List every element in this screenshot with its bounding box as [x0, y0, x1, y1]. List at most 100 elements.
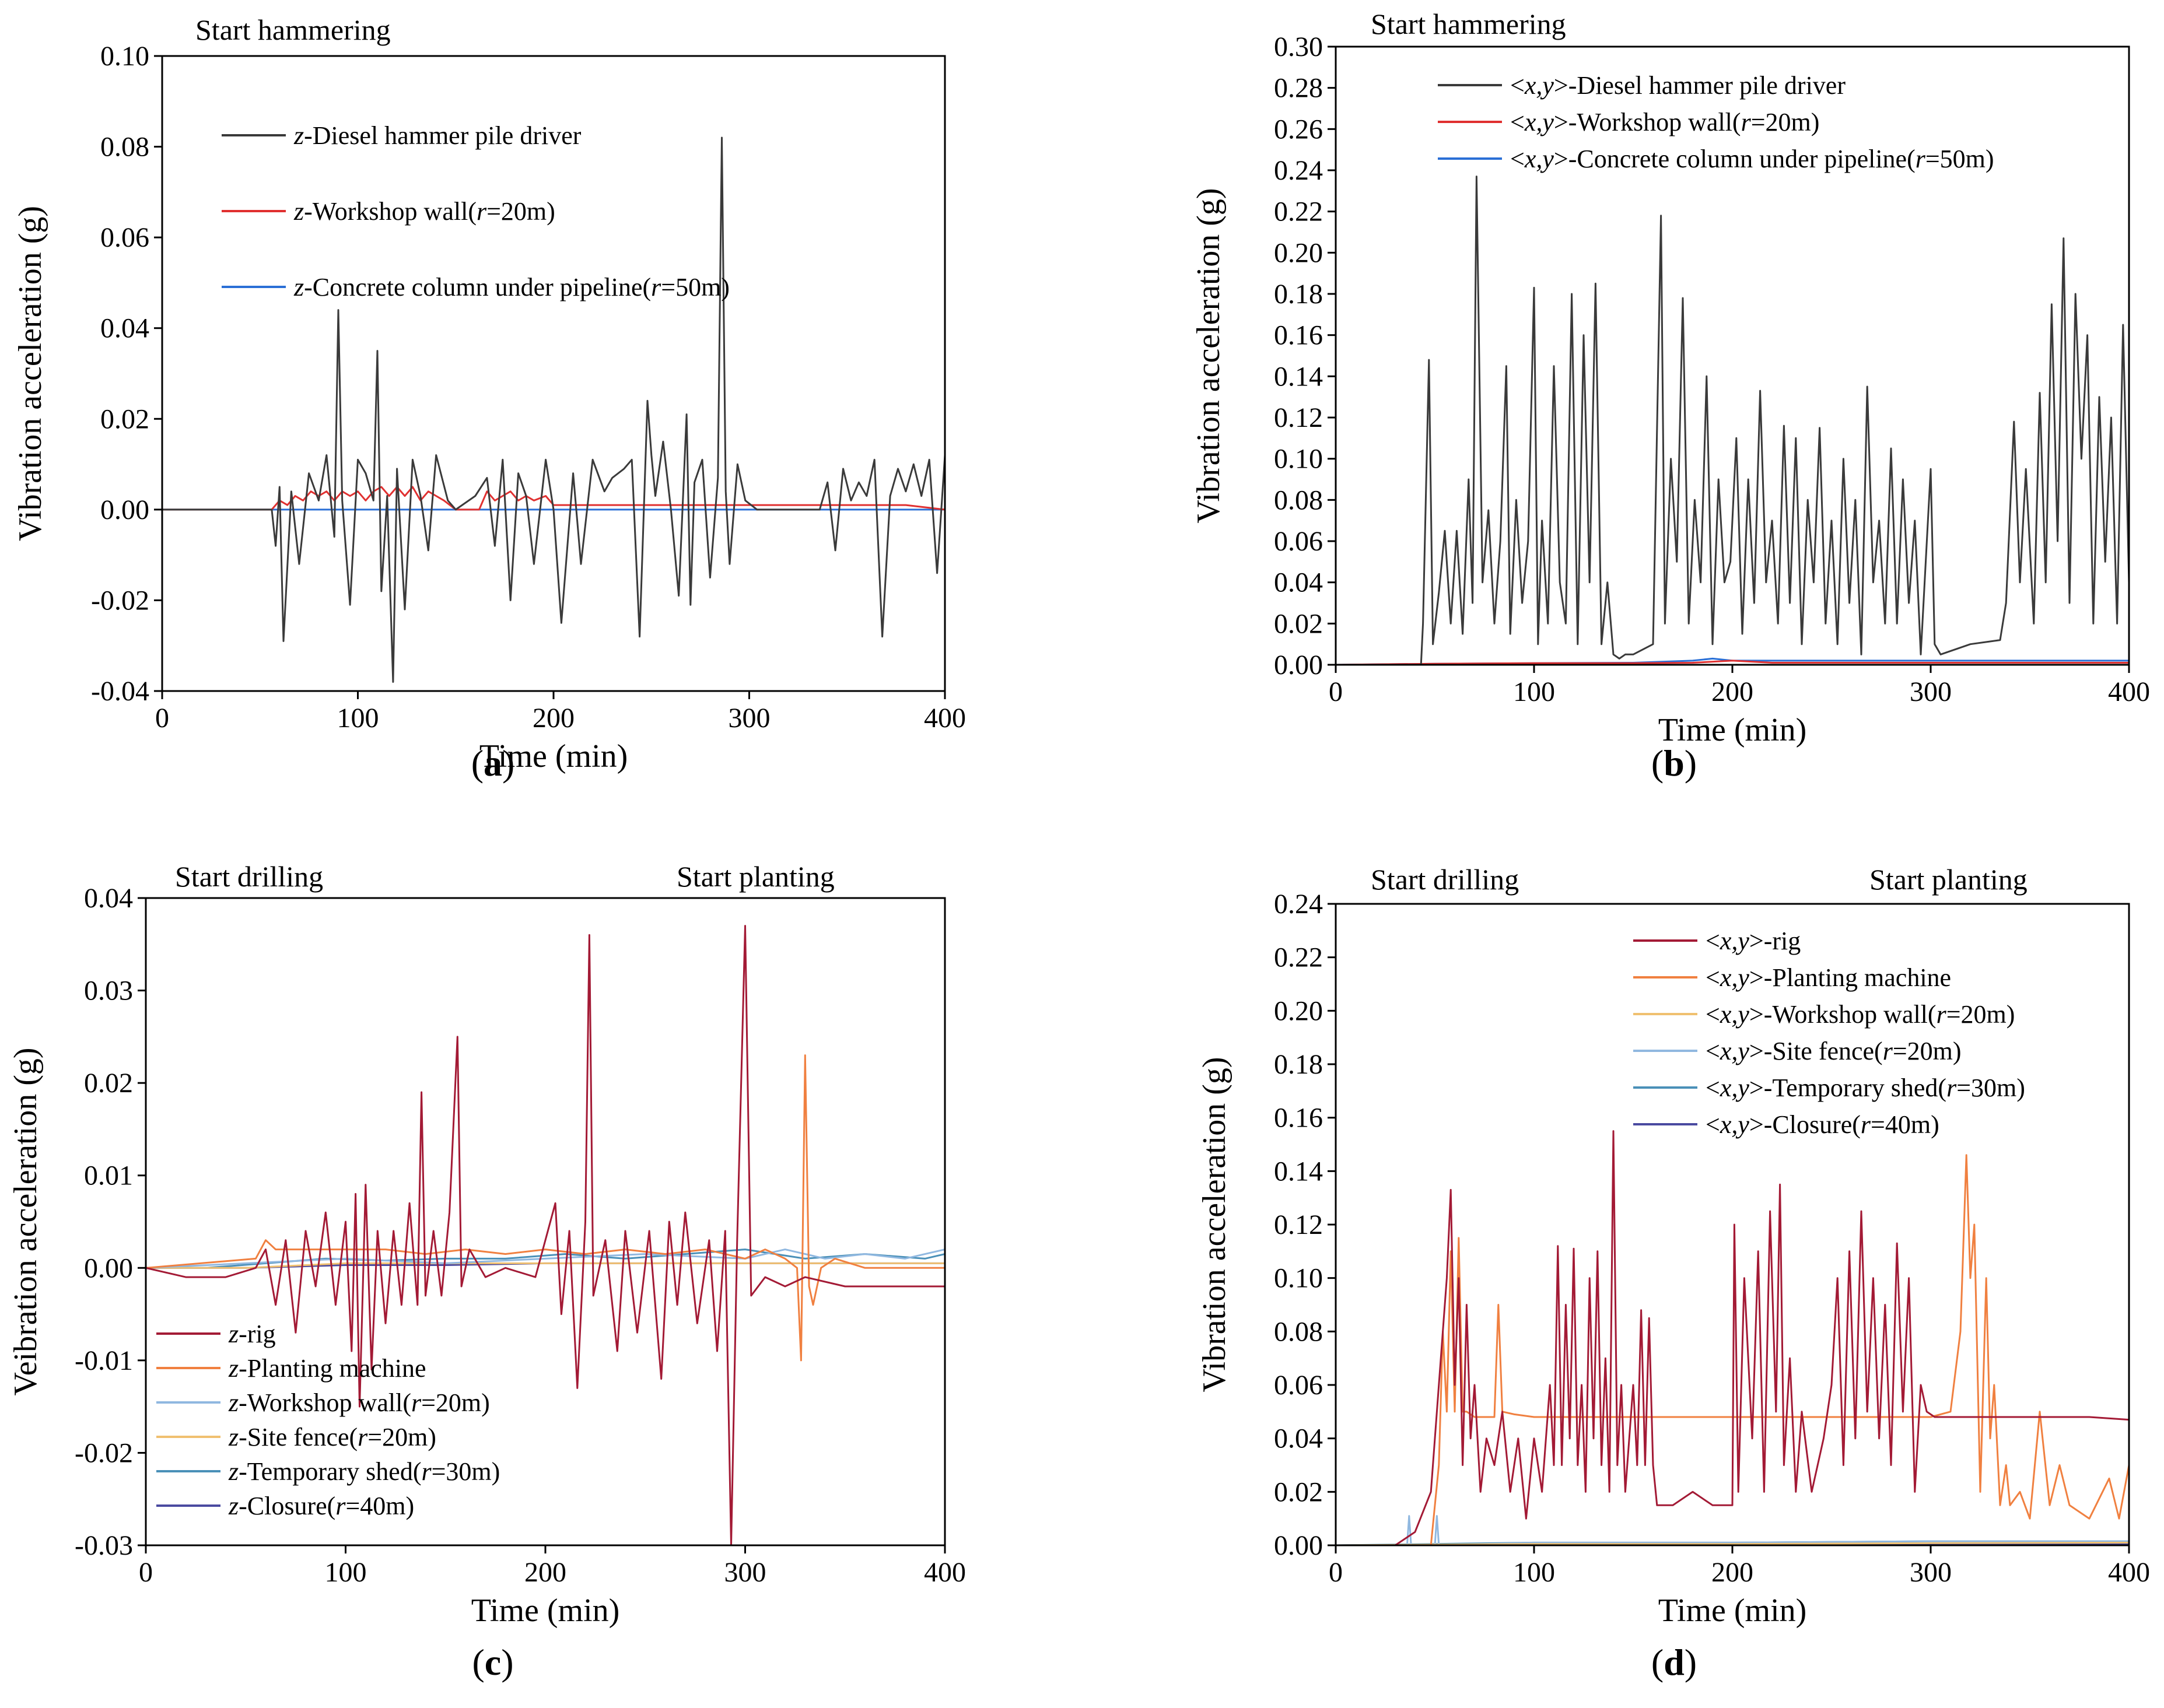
y-tick-label: 0.14	[1274, 361, 1323, 392]
chart-panel-c: 0 100 200 300 400 -0.03 -0.02 -0.01 0.00 0.01 0.02…	[8, 860, 966, 1683]
y-tick-label: 0.04	[1274, 1423, 1323, 1454]
y-tick-label: 0.02	[100, 404, 149, 434]
y-tick-label: 0.03	[84, 976, 133, 1006]
y-tick-label: 0.04	[100, 313, 149, 344]
y-tick-label: 0.16	[1274, 1103, 1323, 1134]
series-line-c-3	[146, 1262, 945, 1269]
y-tick-label: 0.22	[1274, 197, 1323, 227]
x-tick-label: 100	[1513, 1557, 1555, 1588]
x-tick-label: 300	[1910, 1557, 1952, 1588]
legend-entry: z-Closure(r=40m)	[228, 1492, 414, 1520]
y-tick-label: 0.24	[1274, 889, 1323, 920]
series-line-a-1	[162, 486, 945, 511]
x-tick-label: 400	[2108, 1557, 2150, 1588]
x-tick-label: 0	[139, 1557, 153, 1588]
x-tick-label: 0	[1329, 1557, 1343, 1588]
y-tick-label: 0.04	[84, 883, 133, 914]
panel-label: (c)	[472, 1642, 513, 1683]
panel-label: (d)	[1651, 1642, 1697, 1683]
series-line-d-0	[1336, 1130, 2129, 1545]
plot-frame	[161, 55, 946, 692]
legend: z-Diesel hammer pile driver z-Workshop wa…	[222, 121, 730, 301]
x-tick-label: 300	[1910, 676, 1952, 707]
series-group	[1336, 1130, 2129, 1545]
x-tick-label: 300	[729, 703, 771, 734]
y-tick-label: -0.02	[75, 1437, 133, 1468]
legend-entry: z-Site fence(r=20m)	[228, 1423, 436, 1451]
legend-entry: <x,y>-Concrete column under pipeline(r=5…	[1510, 145, 1994, 173]
y-axis-label: Vibration acceleration (g)	[12, 206, 48, 541]
y-tick-label: 0.00	[1274, 1530, 1323, 1561]
series-group	[162, 136, 945, 683]
y-tick-label: 0.22	[1274, 942, 1323, 973]
y-tick-label: 0.24	[1274, 155, 1323, 186]
legend-entry: z-Temporary shed(r=30m)	[228, 1457, 500, 1486]
y-tick-label: 0.08	[1274, 1316, 1323, 1347]
y-axis-label: Vibration acceleration (g)	[1190, 188, 1227, 523]
legend-entry: z-Concrete column under pipeline(r=50m)	[293, 273, 730, 301]
chart-panel-b: 0 100 200 300 400 0.00 0.02 0.04 0.06 0.08 0.10 0.1…	[1190, 8, 2150, 784]
annotation-note: Start hammering	[195, 13, 391, 46]
x-tick-label: 300	[724, 1557, 766, 1588]
legend: z-rig z-Planting machine z-Workshop wall(r…	[156, 1320, 500, 1520]
y-tick-label: 0.00	[100, 494, 149, 525]
legend-entry: <x,y>-Site fence(r=20m)	[1706, 1037, 1962, 1065]
x-axis-label: Time (min)	[1658, 712, 1807, 748]
legend-entry: <x,y>-Planting machine	[1706, 963, 1951, 992]
x-tick-label: 400	[924, 1557, 966, 1588]
y-tick-label: 0.14	[1274, 1156, 1323, 1187]
x-tick-label: 200	[1711, 1557, 1753, 1588]
annotation-note: Start drilling	[1371, 863, 1519, 896]
y-tick-label: 0.01	[84, 1160, 133, 1191]
x-tick-label: 100	[1513, 676, 1555, 707]
y-tick-label: -0.03	[75, 1530, 133, 1561]
series-line-d-3	[1336, 1515, 2129, 1545]
x-tick-label: 200	[524, 1557, 566, 1588]
x-tick-label: 0	[155, 703, 169, 734]
series-line-c-1	[146, 1054, 945, 1362]
y-tick-label: -0.04	[91, 676, 149, 707]
chart-panel-d: 0 100 200 300 400 0.00 0.02 0.04 0.06 0.08 0.10 0.1…	[1196, 863, 2150, 1683]
series-line-c-0	[146, 925, 945, 1545]
legend-entry: z-rig	[228, 1320, 276, 1348]
series-line-d-1	[1336, 1154, 2129, 1545]
y-tick-label: 0.26	[1274, 114, 1323, 145]
legend-entry: z-Diesel hammer pile driver	[293, 121, 582, 150]
series-group	[146, 925, 945, 1545]
legend: <x,y>-Diesel hammer pile driver <x,y>-Wor…	[1438, 71, 1994, 173]
annotation-note: Start hammering	[1371, 8, 1566, 40]
legend-entry: <x,y>-Workshop wall(r=20m)	[1706, 1000, 2015, 1029]
y-tick-label: -0.02	[91, 585, 149, 616]
y-tick-label: 0.30	[1274, 31, 1323, 62]
legend-entry: <x,y>-rig	[1706, 927, 1801, 955]
y-axis-label: Vibration acceleration (g)	[1196, 1057, 1232, 1392]
y-tick-label: 0.12	[1274, 1209, 1323, 1240]
x-tick-label: 100	[325, 1557, 367, 1588]
series-line-d-2	[1336, 1541, 2129, 1545]
y-tick-label: -0.01	[75, 1345, 133, 1376]
x-tick-label: 400	[924, 703, 966, 734]
legend-entry: <x,y>-Temporary shed(r=30m)	[1706, 1074, 2025, 1102]
legend: <x,y>-rig <x,y>-Planting machine <x,y>-Wor…	[1633, 927, 2025, 1139]
y-tick-label: 0.02	[84, 1068, 133, 1099]
y-tick-label: 0.00	[1274, 650, 1323, 681]
x-tick-label: 200	[533, 703, 575, 734]
y-axis-label: Veibration acceleration (g)	[8, 1047, 44, 1395]
y-tick-label: 0.08	[100, 132, 149, 163]
y-tick-label: 0.02	[1274, 608, 1323, 639]
y-tick-label: 0.00	[84, 1253, 133, 1283]
series-line-b-0	[1336, 176, 2129, 665]
legend-entry: z-Workshop wall(r=20m)	[293, 197, 555, 226]
y-tick-label: 0.02	[1274, 1476, 1323, 1507]
y-tick-label: 0.10	[100, 41, 149, 72]
legend-entry: z-Workshop wall(r=20m)	[228, 1388, 490, 1417]
y-tick-label: 0.10	[1274, 444, 1323, 475]
y-tick-label: 0.08	[1274, 485, 1323, 515]
y-tick-label: 0.04	[1274, 567, 1323, 598]
y-tick-label: 0.20	[1274, 237, 1323, 268]
legend-entry: <x,y>-Closure(r=40m)	[1706, 1110, 1939, 1139]
x-tick-label: 0	[1329, 676, 1343, 707]
x-tick-label: 200	[1711, 676, 1753, 707]
y-tick-label: 0.06	[1274, 1370, 1323, 1401]
series-line-c-2	[146, 1248, 945, 1269]
